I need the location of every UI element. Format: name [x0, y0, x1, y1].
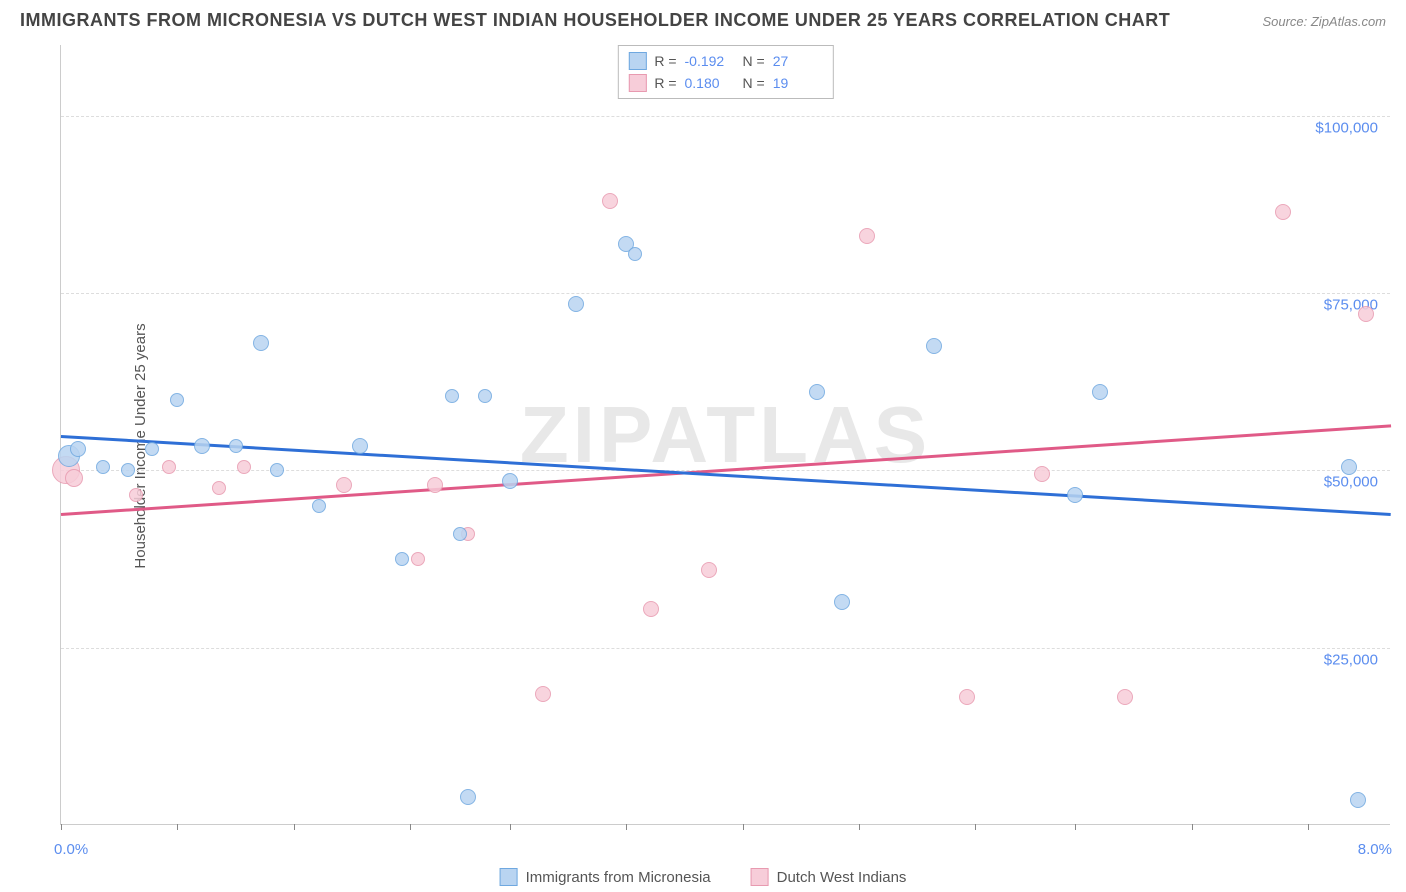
data-point-series1 — [1341, 459, 1357, 475]
x-tick — [975, 824, 976, 830]
swatch-series1-icon — [628, 52, 646, 70]
data-point-series1 — [478, 389, 492, 403]
trendline-series1 — [61, 435, 1391, 515]
data-point-series1 — [453, 527, 467, 541]
stats-row-series1: R = -0.192 N = 27 — [628, 50, 822, 72]
data-point-series1 — [1067, 487, 1083, 503]
data-point-series2 — [1117, 689, 1133, 705]
stat-n-series2: 19 — [773, 75, 823, 91]
legend-item-series1: Immigrants from Micronesia — [500, 868, 711, 886]
x-tick — [1192, 824, 1193, 830]
y-tick-label: $25,000 — [1324, 651, 1378, 668]
x-tick — [1308, 824, 1309, 830]
data-point-series2 — [65, 469, 83, 487]
legend-label-series2: Dutch West Indians — [777, 869, 907, 886]
stat-label-n: N = — [743, 53, 765, 69]
x-tick — [510, 824, 511, 830]
data-point-series1 — [270, 463, 284, 477]
stat-label-r: R = — [654, 75, 676, 91]
stat-label-r: R = — [654, 53, 676, 69]
data-point-series1 — [445, 389, 459, 403]
plot-area: ZIPATLAS R = -0.192 N = 27 R = 0.180 N =… — [60, 45, 1390, 825]
data-point-series1 — [460, 789, 476, 805]
gridline — [61, 116, 1390, 117]
data-point-series1 — [70, 441, 86, 457]
stats-legend: R = -0.192 N = 27 R = 0.180 N = 19 — [617, 45, 833, 99]
data-point-series2 — [237, 460, 251, 474]
gridline — [61, 648, 1390, 649]
data-point-series2 — [643, 601, 659, 617]
x-tick — [859, 824, 860, 830]
data-point-series1 — [229, 439, 243, 453]
data-point-series1 — [253, 335, 269, 351]
data-point-series2 — [1275, 204, 1291, 220]
data-point-series2 — [411, 552, 425, 566]
bottom-legend: Immigrants from Micronesia Dutch West In… — [500, 868, 907, 886]
gridline — [61, 293, 1390, 294]
swatch-series1-icon — [500, 868, 518, 886]
data-point-series1 — [395, 552, 409, 566]
data-point-series2 — [1358, 306, 1374, 322]
legend-label-series1: Immigrants from Micronesia — [526, 869, 711, 886]
data-point-series1 — [834, 594, 850, 610]
x-tick — [177, 824, 178, 830]
data-point-series1 — [96, 460, 110, 474]
x-tick — [743, 824, 744, 830]
chart-title: IMMIGRANTS FROM MICRONESIA VS DUTCH WEST… — [20, 10, 1170, 31]
data-point-series1 — [194, 438, 210, 454]
data-point-series2 — [859, 228, 875, 244]
data-point-series1 — [170, 393, 184, 407]
data-point-series1 — [121, 463, 135, 477]
y-tick-label: $100,000 — [1315, 119, 1378, 136]
x-axis-min-label: 0.0% — [54, 841, 88, 858]
x-tick — [61, 824, 62, 830]
data-point-series2 — [129, 488, 143, 502]
stat-n-series1: 27 — [773, 53, 823, 69]
x-tick — [410, 824, 411, 830]
data-point-series2 — [427, 477, 443, 493]
stat-label-n: N = — [743, 75, 765, 91]
data-point-series1 — [312, 499, 326, 513]
data-point-series2 — [959, 689, 975, 705]
data-point-series2 — [1034, 466, 1050, 482]
x-tick — [1075, 824, 1076, 830]
x-tick — [294, 824, 295, 830]
data-point-series2 — [602, 193, 618, 209]
data-point-series1 — [926, 338, 942, 354]
data-point-series1 — [568, 296, 584, 312]
data-point-series2 — [535, 686, 551, 702]
data-point-series1 — [502, 473, 518, 489]
data-point-series1 — [1350, 792, 1366, 808]
swatch-series2-icon — [628, 74, 646, 92]
stat-r-series1: -0.192 — [685, 53, 735, 69]
data-point-series1 — [628, 247, 642, 261]
data-point-series1 — [809, 384, 825, 400]
stat-r-series2: 0.180 — [685, 75, 735, 91]
data-point-series1 — [145, 442, 159, 456]
stats-row-series2: R = 0.180 N = 19 — [628, 72, 822, 94]
y-tick-label: $50,000 — [1324, 474, 1378, 491]
source-label: Source: ZipAtlas.com — [1262, 14, 1386, 29]
data-point-series2 — [212, 481, 226, 495]
data-point-series2 — [701, 562, 717, 578]
x-axis-max-label: 8.0% — [1358, 841, 1392, 858]
data-point-series1 — [1092, 384, 1108, 400]
data-point-series2 — [162, 460, 176, 474]
swatch-series2-icon — [751, 868, 769, 886]
x-tick — [626, 824, 627, 830]
data-point-series2 — [336, 477, 352, 493]
legend-item-series2: Dutch West Indians — [751, 868, 907, 886]
data-point-series1 — [352, 438, 368, 454]
